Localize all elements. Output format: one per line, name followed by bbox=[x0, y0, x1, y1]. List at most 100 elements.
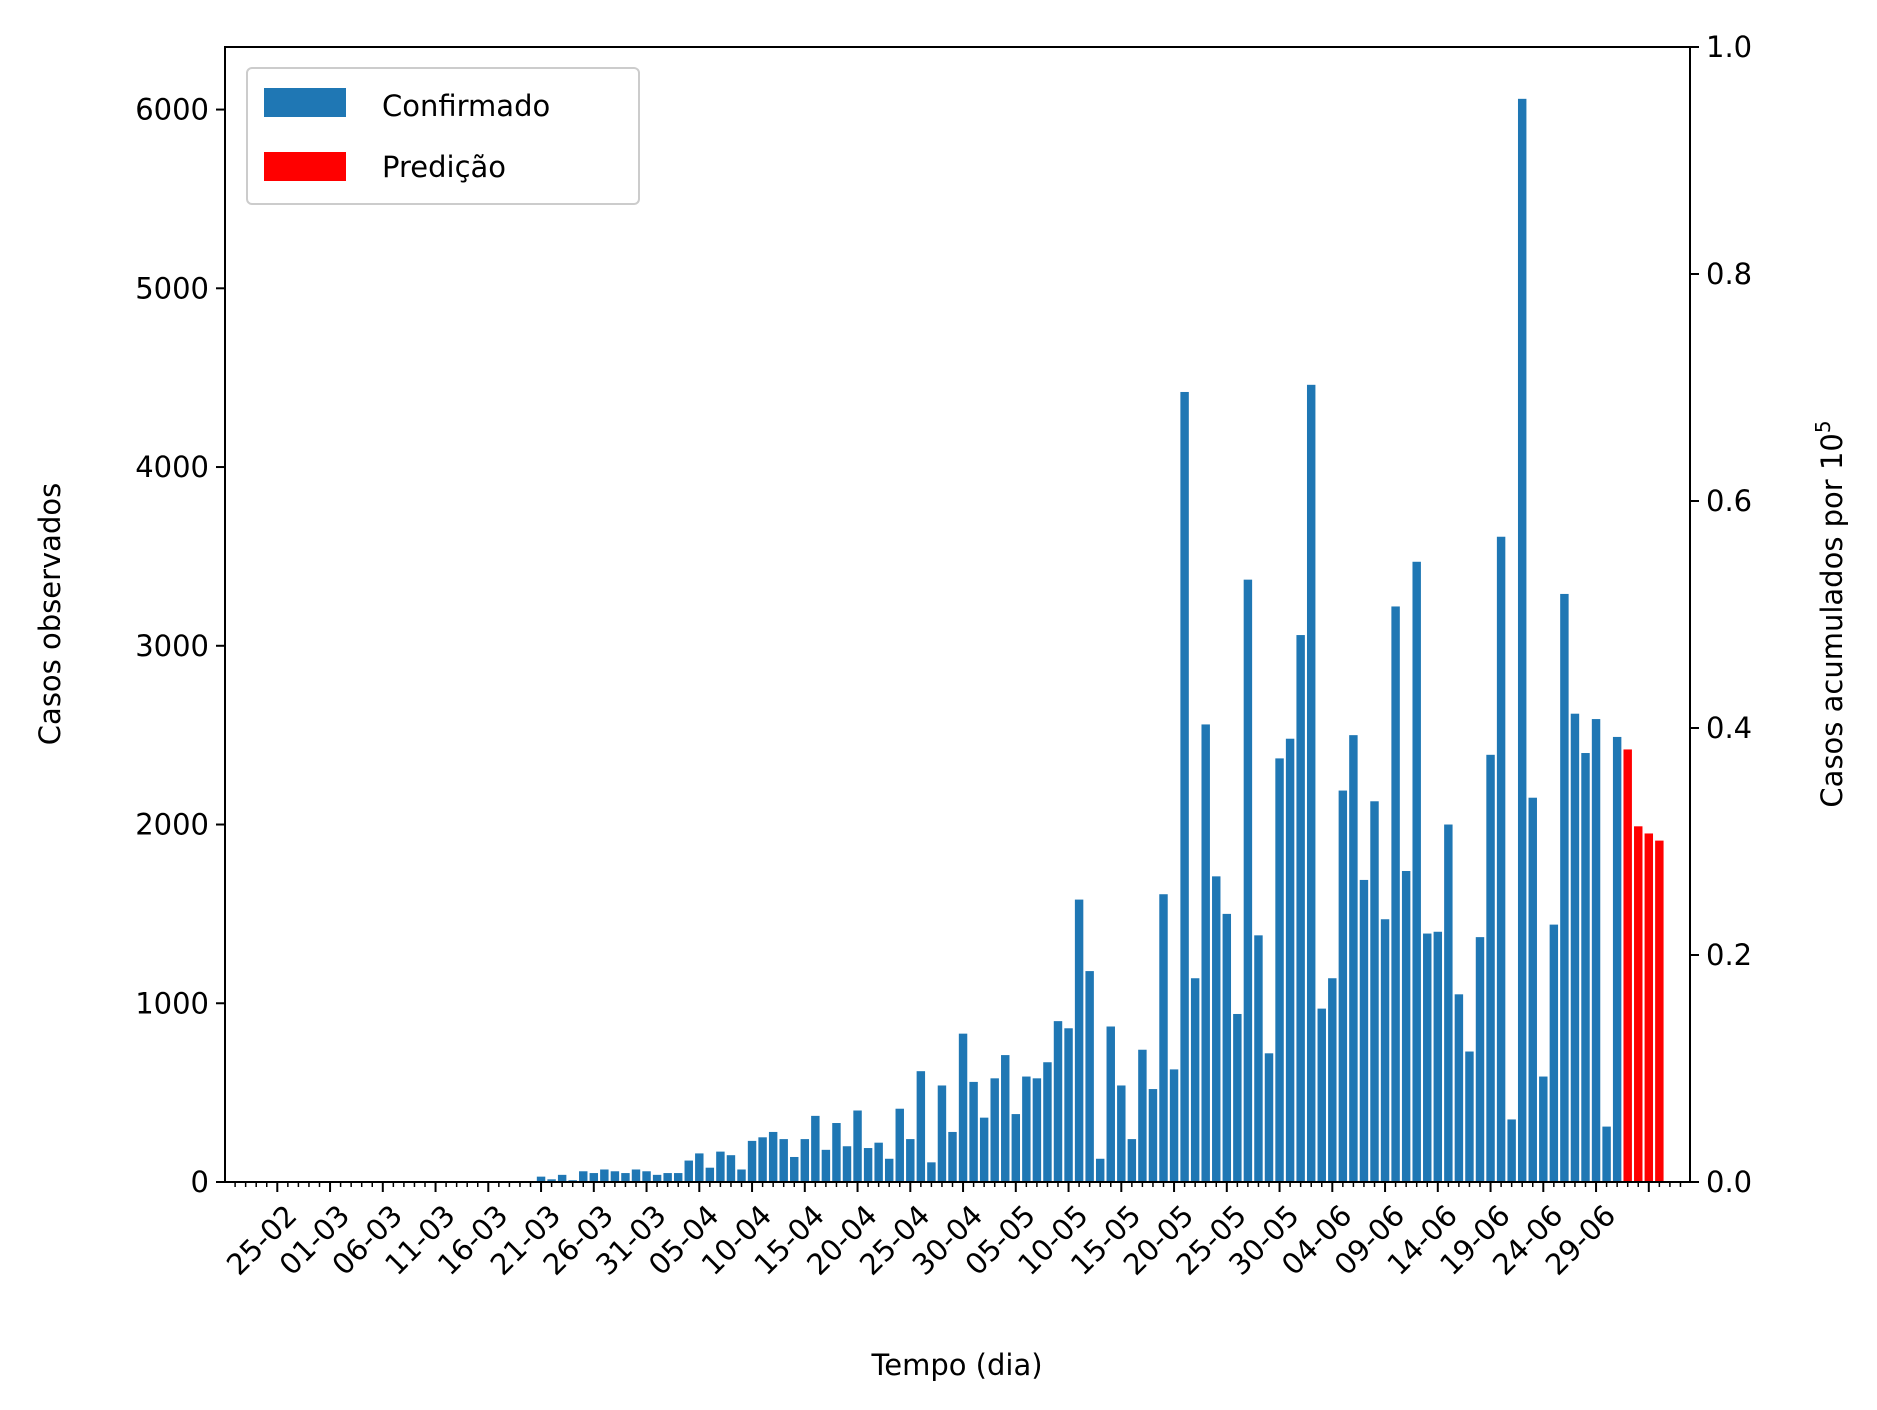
bar-confirmado bbox=[958, 1033, 968, 1182]
bar-confirmado bbox=[579, 1171, 588, 1182]
bar-confirmado bbox=[1602, 1126, 1611, 1182]
bar-confirmado bbox=[1085, 971, 1094, 1182]
legend-label-predicao: Predição bbox=[382, 150, 506, 184]
y-tick-label: 2000 bbox=[135, 808, 209, 842]
bar-predicao bbox=[1634, 826, 1643, 1182]
bar-confirmado bbox=[800, 1139, 810, 1182]
bar-confirmado bbox=[652, 1174, 662, 1182]
bar-confirmado bbox=[821, 1149, 831, 1182]
bar-confirmado bbox=[1444, 824, 1453, 1182]
y2-tick-label: 0.8 bbox=[1706, 257, 1752, 291]
bar-confirmado bbox=[1296, 635, 1305, 1182]
bar-confirmado bbox=[832, 1123, 841, 1182]
bar-confirmado bbox=[990, 1078, 999, 1182]
bar-confirmado bbox=[673, 1173, 683, 1182]
legend: Confirmado Predição bbox=[246, 67, 640, 205]
bar-confirmado bbox=[621, 1173, 630, 1182]
bar-confirmado bbox=[790, 1156, 799, 1182]
bar-confirmado bbox=[1264, 1053, 1274, 1182]
bar-confirmado bbox=[1454, 994, 1464, 1182]
bar-confirmado bbox=[1011, 1114, 1021, 1182]
bars bbox=[515, 98, 1664, 1183]
bar-confirmado bbox=[1507, 1119, 1516, 1182]
y2-tick-label: 1.0 bbox=[1706, 30, 1752, 64]
y2-axis-label: Casos acumulados por 105 bbox=[1811, 420, 1849, 807]
bar-confirmado bbox=[1064, 1028, 1073, 1182]
bar-predicao bbox=[1644, 833, 1654, 1182]
bar-confirmado bbox=[863, 1148, 873, 1182]
bar-confirmado bbox=[768, 1131, 778, 1182]
bar-confirmado bbox=[1465, 1051, 1474, 1182]
bar-confirmado bbox=[642, 1171, 651, 1182]
plot-frame bbox=[224, 46, 1691, 1183]
bar-confirmado bbox=[726, 1155, 736, 1182]
bar-confirmado bbox=[1043, 1062, 1052, 1182]
bar-predicao bbox=[1655, 840, 1664, 1182]
bar-confirmado bbox=[1475, 937, 1485, 1182]
bar-confirmado bbox=[1074, 899, 1084, 1182]
bar-confirmado bbox=[663, 1173, 672, 1182]
bar-confirmado bbox=[1106, 1026, 1115, 1182]
bar-confirmado bbox=[1370, 801, 1379, 1182]
bar-confirmado bbox=[536, 1176, 546, 1182]
bar-confirmado bbox=[1380, 919, 1390, 1182]
bar-confirmado bbox=[937, 1085, 947, 1182]
bar-confirmado bbox=[1032, 1078, 1042, 1182]
bar-confirmado bbox=[1401, 870, 1411, 1182]
bar-confirmado bbox=[1423, 933, 1432, 1182]
bar-confirmado bbox=[737, 1169, 746, 1182]
y-tick-label: 1000 bbox=[135, 986, 209, 1020]
bar-confirmado bbox=[811, 1115, 820, 1182]
bar-confirmado bbox=[927, 1162, 936, 1182]
bar-confirmado bbox=[1180, 391, 1189, 1183]
bar-confirmado bbox=[1243, 579, 1253, 1182]
bar-confirmado bbox=[842, 1146, 852, 1182]
bar-confirmado bbox=[1190, 978, 1200, 1182]
bar-confirmado bbox=[547, 1179, 556, 1182]
bar-confirmado bbox=[779, 1139, 788, 1182]
bar-confirmado bbox=[1053, 1021, 1063, 1182]
bar-confirmado bbox=[1391, 606, 1400, 1182]
y2-tick-label: 0.6 bbox=[1706, 484, 1752, 518]
bar-confirmado bbox=[906, 1139, 915, 1182]
bar-confirmado bbox=[1148, 1089, 1158, 1182]
bar-confirmado bbox=[895, 1108, 904, 1182]
bar-confirmado bbox=[1233, 1013, 1242, 1182]
y-axis-left: 0 1000 2000 3000 4000 5000 6000 bbox=[135, 93, 225, 1199]
bar-confirmado bbox=[716, 1151, 725, 1182]
bar-confirmado bbox=[1317, 1008, 1326, 1182]
y-tick-label: 3000 bbox=[135, 629, 209, 663]
bar-confirmado bbox=[1338, 790, 1348, 1182]
bar-confirmado bbox=[1612, 736, 1622, 1182]
bar-confirmado bbox=[1496, 536, 1506, 1182]
bar-confirmado bbox=[1222, 913, 1232, 1182]
y-axis-right: 0.0 0.2 0.4 0.6 0.8 1.0 bbox=[1690, 30, 1752, 1199]
bar-confirmado bbox=[1517, 98, 1527, 1183]
x-axis: 25-0201-0306-0311-0316-0321-0326-0331-03… bbox=[220, 1182, 1682, 1282]
bar-confirmado bbox=[1591, 719, 1601, 1182]
bar-confirmado bbox=[1117, 1085, 1126, 1182]
legend-swatch-confirmado bbox=[264, 88, 346, 117]
legend-label-confirmado: Confirmado bbox=[382, 89, 550, 123]
y2-axis-label-main: Casos acumulados por 10 bbox=[1815, 433, 1849, 807]
bar-confirmado bbox=[1275, 758, 1284, 1182]
bar-confirmado bbox=[1328, 978, 1337, 1182]
bar-confirmado bbox=[1127, 1139, 1137, 1182]
bar-confirmado bbox=[1306, 384, 1316, 1182]
y-tick-label: 6000 bbox=[135, 93, 209, 127]
bar-confirmado bbox=[1201, 724, 1210, 1182]
bar-confirmado bbox=[1539, 1076, 1548, 1182]
bar-confirmado bbox=[1528, 797, 1537, 1182]
y-tick-label: 4000 bbox=[135, 450, 209, 484]
bar-confirmado bbox=[589, 1173, 599, 1182]
bar-confirmado bbox=[1285, 738, 1295, 1182]
y2-axis-label-superscript: 5 bbox=[1811, 420, 1835, 433]
y-tick-label: 0 bbox=[191, 1165, 209, 1199]
bar-confirmado bbox=[853, 1110, 862, 1182]
y-tick-label: 5000 bbox=[135, 271, 209, 305]
bar-confirmado bbox=[1349, 735, 1358, 1182]
bar-confirmado bbox=[610, 1171, 620, 1182]
bar-confirmado bbox=[1412, 561, 1421, 1182]
bar-confirmado bbox=[916, 1071, 926, 1182]
